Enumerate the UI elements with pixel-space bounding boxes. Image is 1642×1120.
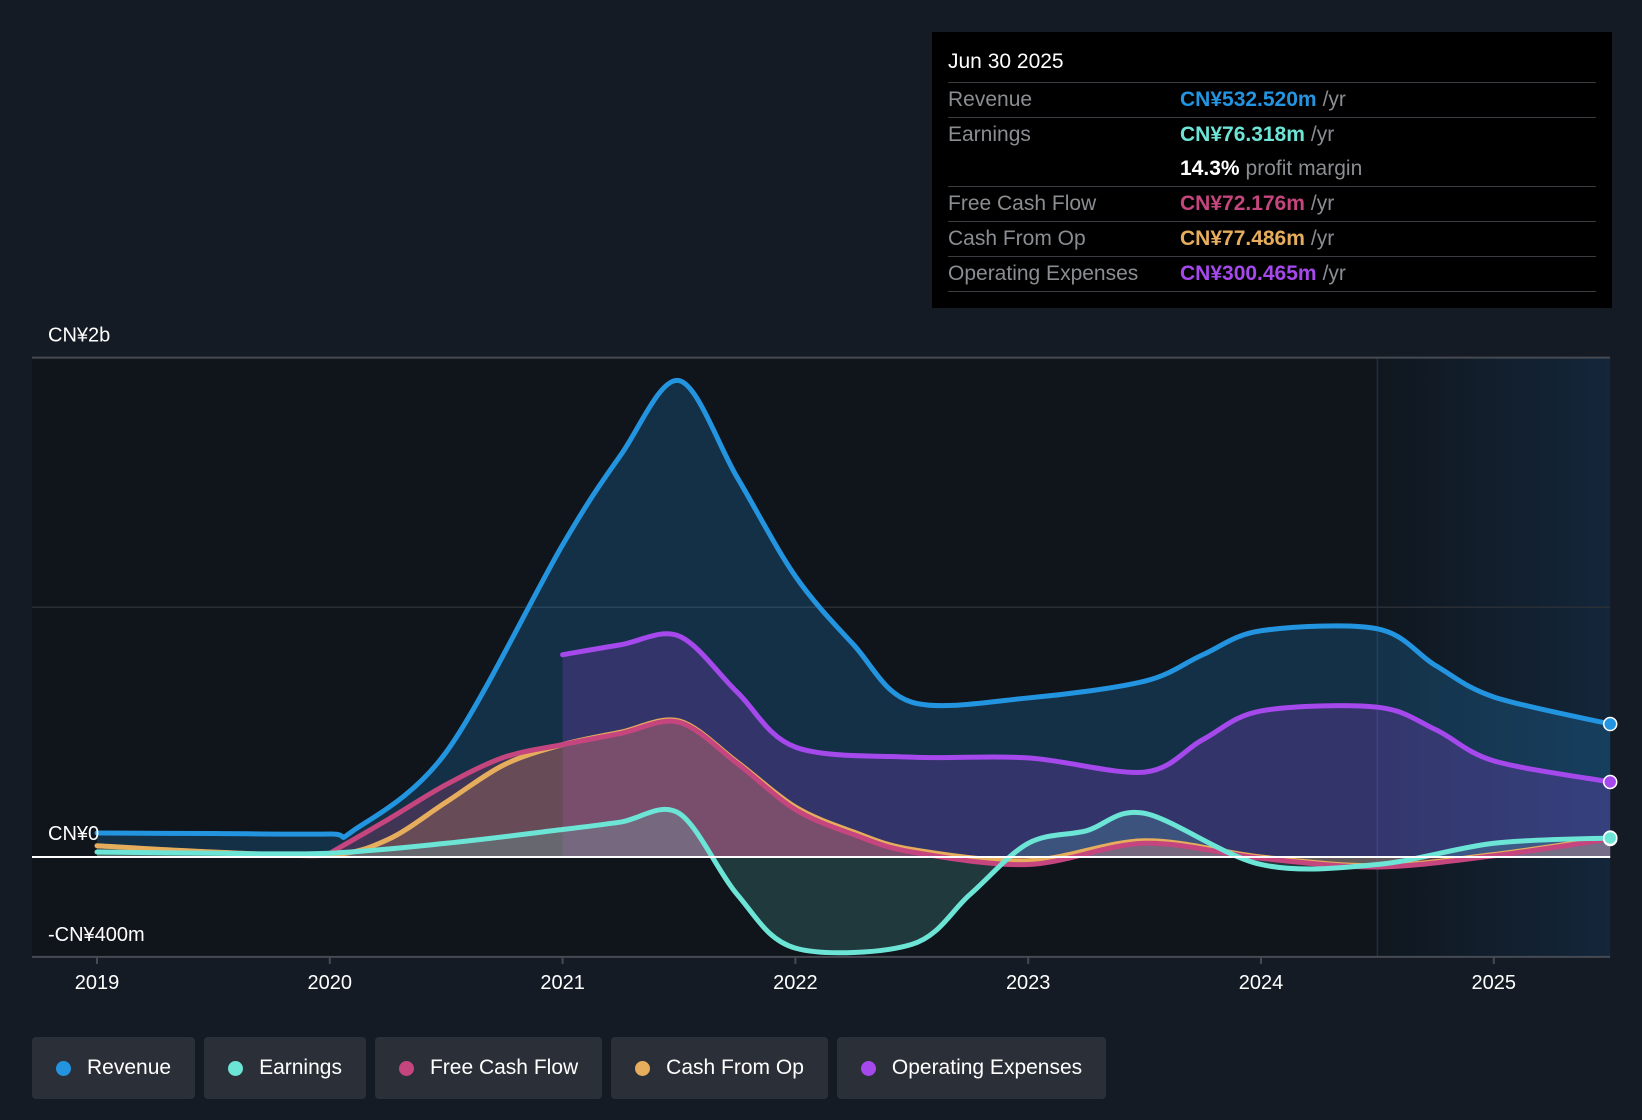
tooltip-row-revenue: Revenue CN¥532.520m/yr (948, 83, 1596, 118)
operating-expenses-area (562, 633, 1611, 857)
x-tick-label: 2019 (75, 972, 120, 994)
revenue-line (94, 378, 1613, 840)
legend-label: Operating Expenses (891, 1056, 1083, 1079)
legend-item-revenue[interactable]: Revenue (32, 1037, 196, 1099)
tooltip-unit: /yr (1310, 123, 1335, 146)
tooltip-value: CN¥77.486m (1180, 227, 1305, 250)
tooltip-row-profit-margin: 14.3% profit margin (948, 152, 1596, 187)
operating-expenses-endpoint[interactable] (1602, 774, 1618, 790)
tooltip-label: Revenue (948, 88, 1033, 111)
tooltip-date: Jun 30 2025 (948, 46, 1596, 83)
tooltip-unit: profit margin (1245, 157, 1363, 180)
x-tick-label: 2023 (1006, 972, 1051, 994)
legend-dot-icon (860, 1060, 876, 1076)
legend-dot-icon (228, 1060, 244, 1076)
cash-from-op-area (97, 719, 1611, 866)
tooltip-value: CN¥76.318m (1180, 123, 1305, 146)
earnings-area (97, 809, 1611, 953)
x-tick-label: 2021 (540, 972, 585, 994)
tooltip-row-operating-expenses: Operating Expenses CN¥300.465m/yr (948, 257, 1596, 292)
earnings-line (94, 806, 1613, 956)
tooltip-value: CN¥532.520m (1180, 88, 1317, 111)
tooltip-unit: /yr (1322, 88, 1346, 111)
free-cash-flow-area (329, 721, 1611, 868)
tooltip-row-earnings: Earnings CN¥76.318m/yr (948, 118, 1596, 152)
legend-dot-icon (635, 1060, 651, 1076)
y-tick-label: CN¥2b (48, 325, 110, 347)
x-tick-label: 2025 (1472, 972, 1517, 994)
tooltip-value: CN¥300.465m (1180, 262, 1317, 285)
revenue-endpoint[interactable] (1602, 716, 1618, 732)
tooltip-unit: /yr (1310, 227, 1335, 250)
x-tick-label: 2022 (773, 972, 818, 994)
tooltip-row-cash-from-op: Cash From Op CN¥77.486m/yr (948, 222, 1596, 257)
legend-dot-icon (398, 1060, 414, 1076)
x-tick-label: 2020 (308, 972, 353, 994)
tooltip-label: Free Cash Flow (948, 192, 1097, 215)
tooltip-label: Cash From Op (948, 227, 1086, 250)
x-tick-label: 2024 (1239, 972, 1284, 994)
tooltip-label: Earnings (948, 123, 1031, 146)
legend-item-operating-expenses[interactable]: Operating Expenses (836, 1037, 1107, 1099)
legend-label: Revenue (87, 1056, 172, 1079)
legend-label: Free Cash Flow (429, 1056, 579, 1079)
legend-dot-icon (56, 1060, 71, 1076)
tooltip-value: CN¥72.176m (1180, 192, 1305, 215)
earnings-endpoint[interactable] (1602, 830, 1618, 846)
legend-item-free-cash-flow[interactable]: Free Cash Flow (374, 1037, 603, 1099)
tooltip-row-free-cash-flow: Free Cash Flow CN¥72.176m/yr (948, 187, 1596, 222)
operating-expenses-line (560, 631, 1613, 785)
tooltip-value: 14.3% (1180, 157, 1240, 180)
legend-item-earnings[interactable]: Earnings (204, 1037, 366, 1099)
tooltip-unit: /yr (1322, 262, 1346, 285)
y-tick-label: -CN¥400m (48, 924, 145, 946)
legend-label: Cash From Op (666, 1056, 804, 1079)
legend-label: Earnings (259, 1056, 342, 1079)
legend-item-cash-from-op[interactable]: Cash From Op (611, 1037, 828, 1099)
revenue-area (97, 380, 1611, 857)
legend: Revenue Earnings Free Cash Flow Cash From O… (32, 1037, 1107, 1099)
tooltip: Jun 30 2025 Revenue CN¥532.520m/yr Earning… (932, 32, 1612, 308)
tooltip-unit: /yr (1310, 192, 1335, 215)
y-tick-label: CN¥0 (48, 823, 99, 845)
tooltip-label: Operating Expenses (948, 262, 1139, 285)
